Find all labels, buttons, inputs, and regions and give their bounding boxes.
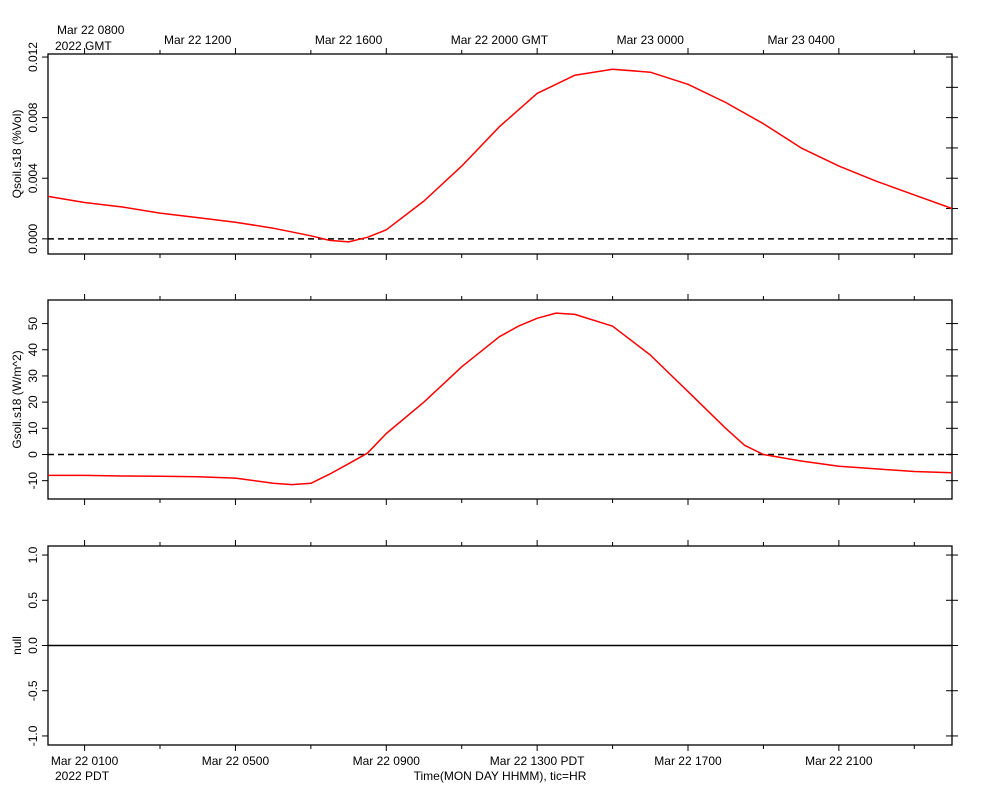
y-tick-label: 20 bbox=[26, 395, 40, 409]
y-tick-label: 0.012 bbox=[26, 42, 40, 72]
plot-frame-0 bbox=[47, 53, 953, 255]
top-axis-first-label: Mar 22 0800 bbox=[57, 23, 125, 37]
y-tick-label: -1.0 bbox=[26, 725, 40, 746]
bottom-axis-tick-label: Mar 22 1700 bbox=[654, 754, 722, 768]
y-tick-label: -10 bbox=[26, 472, 40, 490]
bottom-axis-tick-label: Mar 22 0900 bbox=[353, 754, 421, 768]
top-axis-tick-label: Mar 23 0000 bbox=[617, 33, 685, 47]
y-tick-label: 0.5 bbox=[26, 592, 40, 609]
top-axis-tick-label: Mar 22 1600 bbox=[315, 33, 383, 47]
y-tick-label: 40 bbox=[26, 343, 40, 357]
x-axis-label: Time(MON DAY HHMM), tic=HR bbox=[414, 769, 587, 783]
bottom-axis-tick-label: Mar 22 0500 bbox=[202, 754, 270, 768]
bottom-axis-tick-label: Mar 22 2100 bbox=[805, 754, 873, 768]
y-tick-label: 0.000 bbox=[26, 224, 40, 254]
y-axis-label: Gsoil.s18 (W/m^2) bbox=[10, 350, 24, 448]
y-tick-label: 50 bbox=[26, 317, 40, 331]
top-axis-tick-label: Mar 22 2000 GMT bbox=[451, 33, 549, 47]
bottom-axis-tick-label: Mar 22 0100 bbox=[51, 754, 119, 768]
bottom-axis-tick-label: Mar 22 1300 PDT bbox=[490, 754, 585, 768]
y-tick-label: 0.0 bbox=[26, 637, 40, 654]
plot-frame-1 bbox=[47, 299, 953, 500]
series-line-0-0 bbox=[47, 68, 953, 243]
top-axis-tick-label: Mar 23 0400 bbox=[767, 33, 835, 47]
y-axis-label: null bbox=[10, 636, 24, 655]
y-tick-label: 30 bbox=[26, 369, 40, 383]
top-axis-year-label: 2022 GMT bbox=[55, 39, 112, 53]
plot-panels: 0.000 0.004 0.008 0.012 Qsoil.s18 (%Vol) -10 0… bbox=[10, 33, 958, 768]
series-line-1-0 bbox=[48, 312, 953, 486]
y-tick-label: 10 bbox=[26, 421, 40, 435]
y-tick-label: -0.5 bbox=[26, 680, 40, 701]
top-axis-tick-label: Mar 22 1200 bbox=[164, 33, 232, 47]
bottom-axis-year-label: 2022 PDT bbox=[55, 769, 110, 783]
y-tick-label: 0 bbox=[26, 451, 40, 458]
y-tick-label: 0.008 bbox=[26, 102, 40, 132]
y-tick-label: 1.0 bbox=[26, 546, 40, 563]
y-tick-label: 0.004 bbox=[26, 163, 40, 193]
y-axis-label: Qsoil.s18 (%Vol) bbox=[10, 110, 24, 199]
